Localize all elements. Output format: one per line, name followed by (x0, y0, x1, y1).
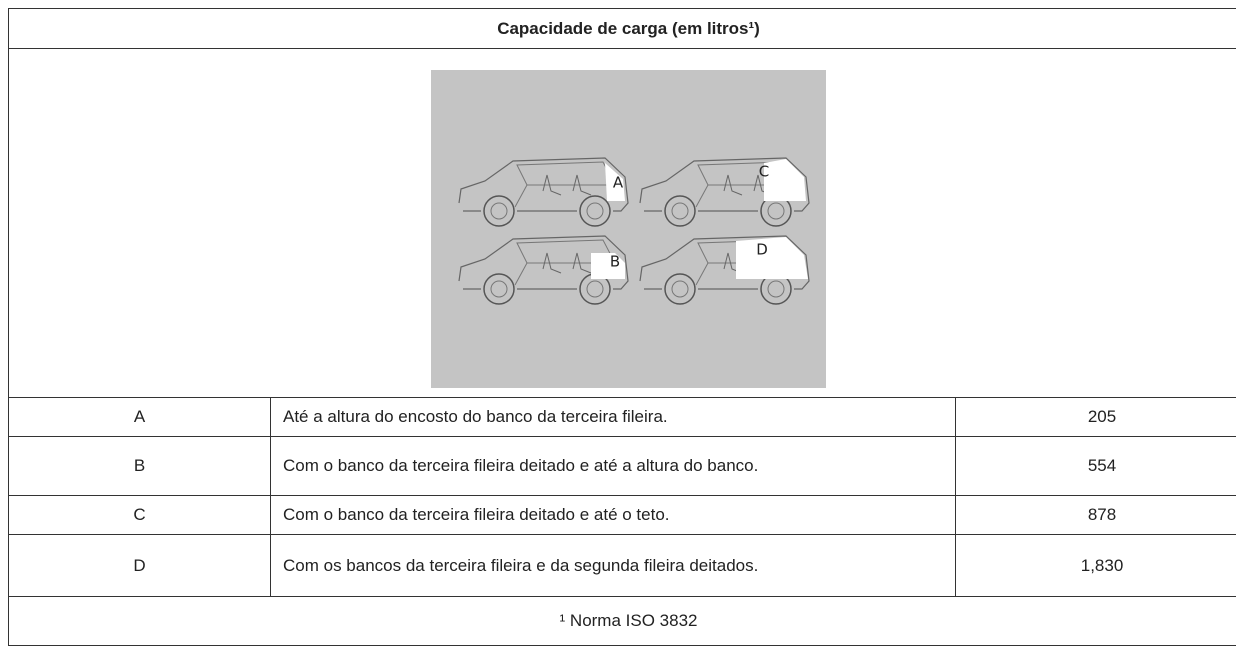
row-value: 878 (954, 495, 1236, 535)
row-description: Até a altura do encosto do banco da terc… (270, 397, 956, 437)
row-description: Com o banco da terceira fileira deitado … (270, 495, 956, 535)
table-title: Capacidade de carga (em litros¹) (7, 8, 1236, 49)
row-letter: A (8, 397, 271, 437)
car-d (639, 235, 810, 305)
cargo-illustration: A C B D (431, 70, 826, 388)
figure-label: C (759, 163, 769, 181)
row-value: 205 (954, 397, 1236, 437)
figure-label: B (610, 253, 620, 271)
figure-label: D (756, 241, 768, 259)
footnote: ¹ Norma ISO 3832 (7, 596, 1236, 646)
row-description: Com os bancos da terceira fileira e da s… (270, 534, 956, 597)
figure-cell: A C B D (7, 48, 1236, 398)
car-c (639, 157, 810, 227)
row-value: 1,830 (954, 534, 1236, 597)
cargo-table: Capacidade de carga (em litros¹) (7, 8, 1236, 646)
figure-label: A (613, 174, 624, 192)
car-a (458, 157, 629, 227)
row-description: Com o banco da terceira fileira deitado … (270, 436, 956, 496)
row-value: 554 (954, 436, 1236, 496)
row-letter: D (8, 534, 271, 597)
figure-background (431, 70, 826, 388)
row-letter: B (8, 436, 271, 496)
row-letter: C (8, 495, 271, 535)
car-b (458, 235, 629, 305)
